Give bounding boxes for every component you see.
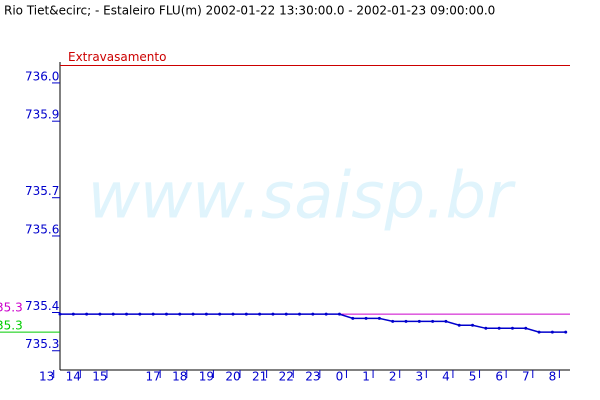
- data-point: [298, 312, 302, 316]
- reference-label: 35.3: [0, 319, 23, 333]
- x-tick-label: 1: [362, 370, 370, 384]
- x-tick-label: 8: [549, 370, 557, 384]
- data-point: [444, 319, 448, 323]
- data-point: [71, 312, 75, 316]
- data-point: [191, 312, 195, 316]
- x-tick-label: 20: [225, 370, 240, 384]
- x-tick-label: 13: [39, 370, 54, 384]
- data-point: [111, 312, 115, 316]
- x-tick-label: 15: [92, 370, 107, 384]
- x-tick-label: 21: [252, 370, 267, 384]
- data-point: [524, 326, 528, 330]
- data-point: [564, 330, 568, 334]
- data-point: [244, 312, 248, 316]
- data-point: [510, 326, 514, 330]
- data-point: [125, 312, 129, 316]
- data-point: [391, 319, 395, 323]
- data-point: [484, 326, 488, 330]
- data-point: [337, 312, 341, 316]
- data-point: [550, 330, 554, 334]
- data-point: [431, 319, 435, 323]
- x-tick-label: 14: [66, 370, 81, 384]
- data-point: [218, 312, 222, 316]
- reference-label: 35.3: [0, 301, 23, 315]
- data-point: [271, 312, 275, 316]
- data-point: [138, 312, 142, 316]
- y-tick-label: 736.0: [25, 69, 59, 83]
- x-tick-label: 22: [279, 370, 294, 384]
- data-point: [258, 312, 262, 316]
- x-tick-label: 7: [522, 370, 530, 384]
- x-tick-label: 2: [389, 370, 397, 384]
- data-point: [404, 319, 408, 323]
- data-point: [364, 316, 368, 320]
- y-tick-label: 735.9: [25, 108, 59, 122]
- x-tick-label: 23: [305, 370, 320, 384]
- data-line: [60, 313, 566, 333]
- x-tick-label: 0: [336, 370, 344, 384]
- data-point: [98, 312, 102, 316]
- x-tick-label: 5: [469, 370, 477, 384]
- data-point: [178, 312, 182, 316]
- data-point: [311, 312, 315, 316]
- data-point: [417, 319, 421, 323]
- data-point: [497, 326, 501, 330]
- data-point: [457, 323, 461, 327]
- data-point: [164, 312, 168, 316]
- data-point: [231, 312, 235, 316]
- x-tick-label: 3: [415, 370, 423, 384]
- data-point: [284, 312, 288, 316]
- reference-label: Extravasamento: [68, 50, 166, 64]
- x-tick-label: 18: [172, 370, 187, 384]
- x-tick-label: 19: [199, 370, 214, 384]
- x-tick-label: 17: [146, 370, 161, 384]
- x-tick-label: 4: [442, 370, 450, 384]
- data-point: [471, 323, 475, 327]
- y-tick-label: 735.3: [25, 337, 59, 351]
- y-tick-label: 735.4: [25, 299, 59, 313]
- data-point: [537, 330, 541, 334]
- chart-title: Rio Tiet&ecirc; - Estaleiro FLU(m) 2002-…: [4, 4, 495, 18]
- data-point: [204, 312, 208, 316]
- data-point: [324, 312, 328, 316]
- x-tick-label: 6: [495, 370, 503, 384]
- y-tick-label: 735.7: [25, 184, 59, 198]
- watermark: www.saisp.br: [88, 160, 517, 234]
- data-point: [85, 312, 89, 316]
- data-point: [58, 312, 62, 316]
- y-tick-label: 735.6: [25, 222, 59, 236]
- data-point: [351, 316, 355, 320]
- data-point: [377, 316, 381, 320]
- data-point: [151, 312, 155, 316]
